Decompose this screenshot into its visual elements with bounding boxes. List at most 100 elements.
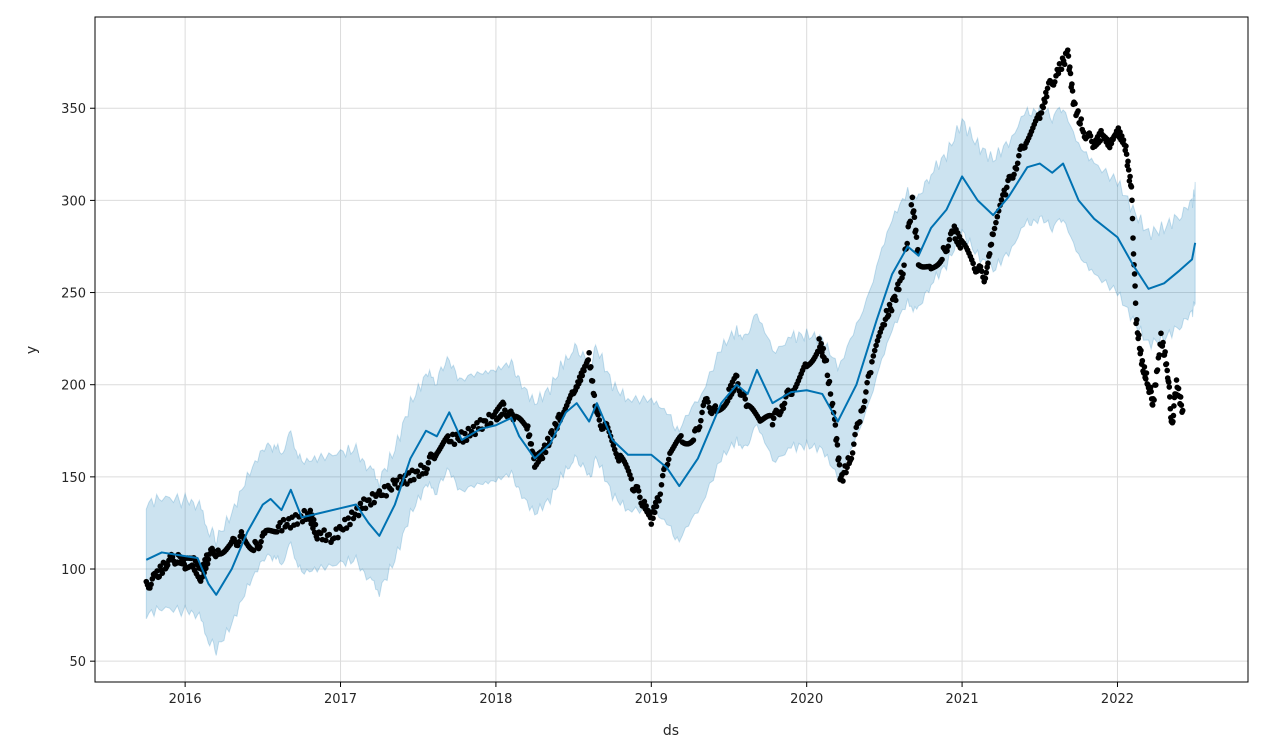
actual-point xyxy=(1056,60,1063,67)
actual-point xyxy=(651,509,658,516)
actual-point xyxy=(848,455,855,462)
actual-point xyxy=(970,260,976,267)
actual-point xyxy=(470,423,477,430)
actual-point xyxy=(451,441,458,448)
actual-point xyxy=(770,415,777,422)
x-tick-label: 2019 xyxy=(635,692,668,707)
actual-point xyxy=(873,342,879,349)
actual-point xyxy=(824,372,831,379)
actual-point xyxy=(274,529,280,535)
actual-point xyxy=(1011,171,1017,178)
actual-point xyxy=(588,364,594,370)
actual-point xyxy=(857,419,863,425)
actual-point xyxy=(946,236,953,243)
actual-point xyxy=(985,260,991,267)
actual-point xyxy=(1126,178,1133,184)
actual-point xyxy=(502,407,508,413)
actual-point xyxy=(1131,271,1138,277)
actual-point xyxy=(648,521,655,527)
actual-point xyxy=(869,358,875,365)
actual-point xyxy=(861,398,868,405)
actual-point xyxy=(1177,394,1184,400)
actual-point xyxy=(279,527,285,534)
actual-point xyxy=(1067,64,1073,70)
actual-point xyxy=(712,403,719,409)
actual-point xyxy=(653,503,660,510)
actual-point xyxy=(874,337,881,344)
actual-point xyxy=(836,461,843,468)
actual-point xyxy=(526,432,533,438)
actual-point xyxy=(1003,184,1010,191)
actual-point xyxy=(1134,316,1140,323)
y-tick-label: 50 xyxy=(69,655,86,670)
actual-point xyxy=(1125,167,1132,173)
actual-point xyxy=(462,430,468,437)
actual-point xyxy=(1051,79,1058,85)
x-axis-label: ds xyxy=(663,723,679,739)
actual-point xyxy=(659,472,666,479)
actual-point xyxy=(1002,191,1009,198)
actual-point xyxy=(1158,330,1164,337)
actual-point xyxy=(610,442,617,449)
actual-point xyxy=(355,512,362,519)
plot-frame xyxy=(94,16,1249,683)
actual-point xyxy=(1175,385,1182,392)
actual-point xyxy=(978,268,985,275)
actual-point xyxy=(307,507,314,514)
actual-point xyxy=(258,538,264,545)
actual-point xyxy=(957,245,964,251)
actual-point xyxy=(525,423,531,429)
actual-point xyxy=(993,219,999,226)
actual-point xyxy=(1173,377,1180,383)
actual-point xyxy=(1142,376,1149,382)
actual-point xyxy=(1153,382,1159,388)
actual-point xyxy=(1042,99,1048,105)
actual-point xyxy=(769,421,776,428)
actual-point xyxy=(581,367,587,374)
actual-point xyxy=(896,286,902,293)
actual-point xyxy=(998,197,1005,203)
uncertainty-band xyxy=(145,103,1196,656)
actual-point xyxy=(596,417,603,423)
actual-point xyxy=(257,543,263,550)
actual-point xyxy=(310,516,317,523)
actual-point xyxy=(1022,144,1028,151)
actual-point xyxy=(499,411,505,418)
actual-point xyxy=(1138,347,1144,354)
actual-point xyxy=(863,389,869,395)
actual-point xyxy=(1166,384,1173,390)
actual-point xyxy=(205,556,212,563)
actual-point xyxy=(236,539,242,545)
actual-point xyxy=(159,570,166,576)
actual-point xyxy=(1149,402,1156,408)
actual-point xyxy=(781,400,788,407)
actual-point xyxy=(1171,403,1177,409)
actual-point xyxy=(733,373,740,379)
actual-point xyxy=(1077,121,1083,127)
actual-point xyxy=(994,213,1001,220)
actual-point xyxy=(1128,184,1135,190)
actual-point xyxy=(888,307,895,314)
actual-point xyxy=(904,240,910,247)
actual-point xyxy=(308,520,314,527)
actual-point xyxy=(851,441,857,447)
actual-point xyxy=(357,500,364,507)
actual-point xyxy=(864,379,870,386)
actual-point xyxy=(595,411,601,418)
actual-point xyxy=(306,516,313,523)
y-tick-label: 250 xyxy=(61,287,86,302)
actual-point xyxy=(1014,160,1021,167)
actual-point xyxy=(371,499,377,506)
actual-point xyxy=(500,401,507,407)
actual-point xyxy=(350,515,357,522)
y-tick-label: 150 xyxy=(61,471,86,486)
actual-point xyxy=(199,574,206,580)
x-tick-label: 2022 xyxy=(1101,692,1134,707)
actual-point xyxy=(343,525,350,531)
actual-point xyxy=(347,521,353,528)
actual-point xyxy=(977,263,984,270)
actual-point xyxy=(1016,152,1022,159)
actual-point xyxy=(206,551,213,557)
actual-point xyxy=(986,251,993,257)
